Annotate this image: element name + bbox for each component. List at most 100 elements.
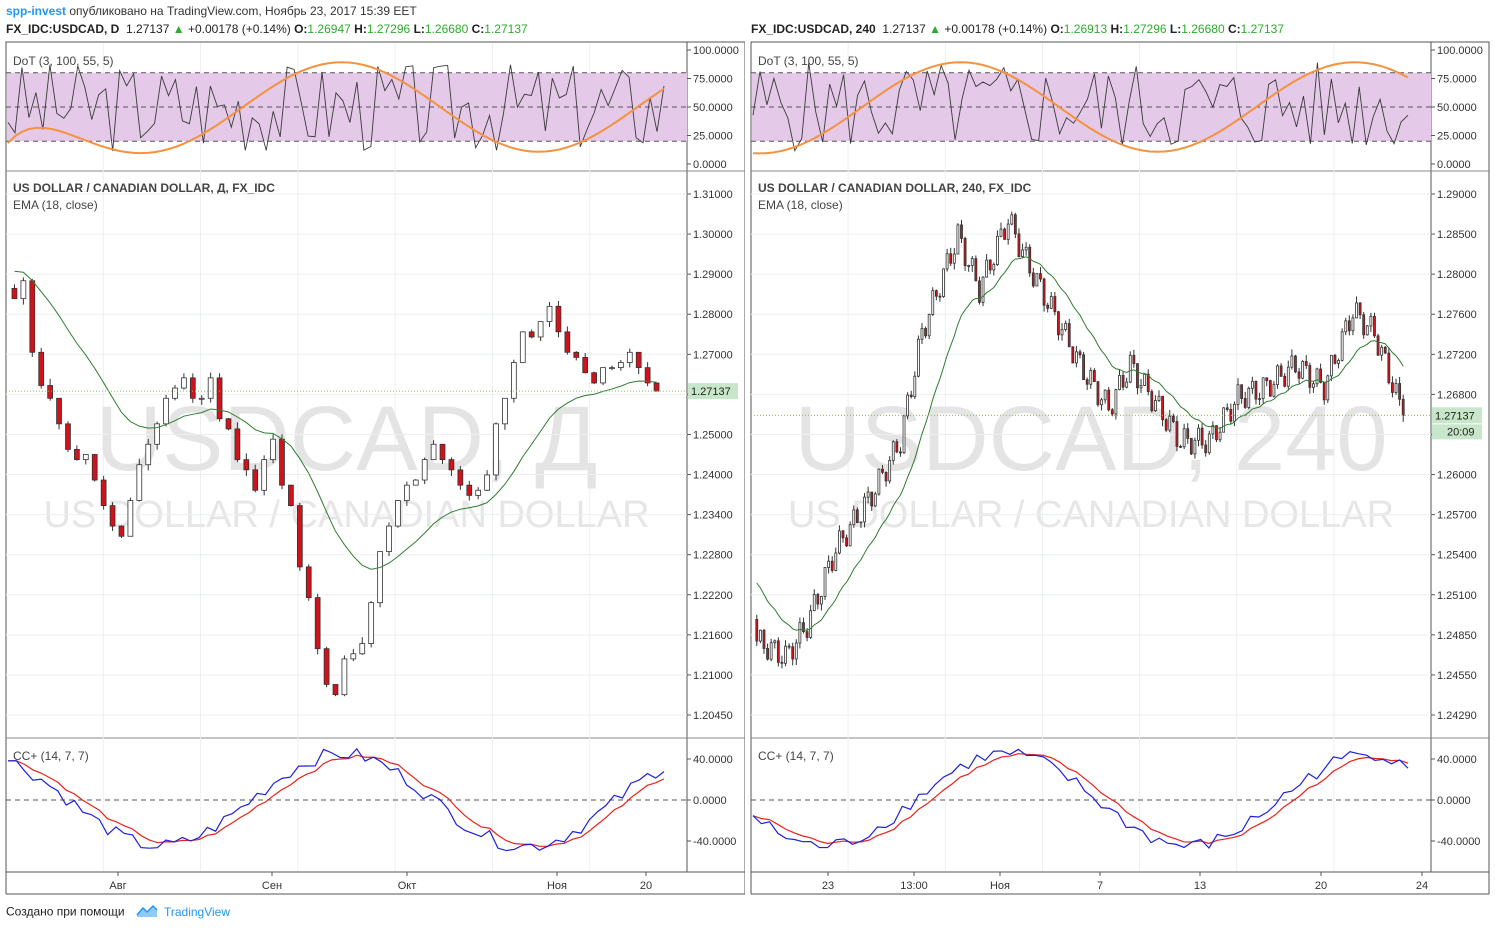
tradingview-logo-icon[interactable] [136, 904, 158, 921]
candle [537, 321, 544, 338]
candle [1233, 403, 1236, 422]
candle [992, 264, 996, 271]
price-tick-label: 1.27200 [1437, 349, 1477, 361]
candle [1128, 354, 1132, 383]
dot-tick-label: 25.0000 [1437, 131, 1477, 143]
candle [1236, 384, 1240, 405]
candle [1067, 323, 1071, 348]
candle [859, 521, 863, 524]
candle [270, 438, 276, 461]
candle [609, 367, 615, 370]
cc-tick-label: -40.0000 [1437, 836, 1480, 848]
candle [1304, 361, 1308, 366]
candle [1215, 425, 1218, 441]
candle [963, 237, 967, 267]
time-tick-label: 13 [1194, 880, 1206, 892]
dot-title: DoT (3, 100, 55, 5) [13, 54, 114, 68]
publish-info: опубликовано на TradingView.com, Ноябрь … [66, 4, 417, 18]
price-tick-label: 1.30000 [693, 229, 733, 241]
candle [1326, 375, 1330, 401]
candle [1139, 385, 1143, 389]
candle [1369, 315, 1373, 327]
up-arrow-icon: ▲ [929, 22, 941, 36]
candle [1179, 445, 1182, 448]
up-arrow-icon: ▲ [172, 22, 185, 36]
candle [1110, 409, 1114, 415]
cc-main-line [7, 747, 665, 852]
cc-tick-label: 40.0000 [693, 754, 733, 766]
candle [1365, 325, 1369, 336]
candle [626, 351, 633, 363]
ema-line [14, 270, 657, 570]
candle [877, 468, 881, 495]
candle [1301, 361, 1305, 379]
candle [863, 496, 866, 523]
candle [1024, 246, 1028, 251]
last-price-label-bg [688, 383, 738, 400]
dot-tick-label: 75.0000 [693, 74, 733, 86]
candle [798, 622, 802, 644]
candle [261, 459, 268, 491]
dot-tick-label: 50.0000 [693, 102, 733, 114]
candle [1337, 359, 1340, 364]
candle [1078, 351, 1082, 356]
price-tick-label: 1.24550 [1437, 670, 1477, 682]
candle [1168, 415, 1172, 431]
chart-border [5, 41, 745, 873]
cc-main-line [752, 748, 1409, 849]
candle [758, 629, 762, 642]
candle [20, 280, 27, 300]
price-tick-label: 1.28500 [1437, 229, 1477, 241]
candle [502, 397, 508, 425]
candle [1103, 389, 1107, 401]
candle [1186, 428, 1190, 439]
candle [1164, 419, 1168, 431]
cc-signal-line [752, 753, 1409, 845]
price-tick-label: 1.25700 [1437, 510, 1477, 522]
candle [1085, 379, 1089, 385]
price-change: +0.00178 (+0.14%) [944, 22, 1048, 36]
watermark-symbol: USDCAD, 240 [794, 388, 1387, 490]
candle [635, 351, 642, 369]
candle [1017, 233, 1021, 257]
candle [82, 454, 89, 461]
watermark-symbol: USDCAD, Д [96, 388, 598, 490]
candle [1329, 355, 1333, 377]
dot-tick-label: 100.0000 [693, 45, 739, 57]
candle [974, 258, 978, 282]
chart-right[interactable]: DoT (3, 100, 55, 5) 100.0000 75.0000 50.000… [0, 0, 1495, 900]
candle [644, 367, 651, 384]
chart-left[interactable]: DoT (3, 100, 55, 5) 100.0000 75.0000 50.000… [0, 0, 745, 900]
candle [1092, 370, 1096, 382]
candle [314, 597, 321, 650]
candle [841, 530, 845, 539]
dot-tick-label: 0.0000 [1437, 159, 1471, 171]
candle [1171, 415, 1175, 423]
candle [927, 314, 931, 337]
candle [1258, 398, 1261, 400]
author-link[interactable]: spp-invest [6, 4, 67, 18]
candle [528, 331, 535, 338]
candle [820, 596, 823, 605]
open-value: 1.26947 [307, 22, 351, 36]
price-tick-label: 1.29000 [693, 269, 733, 281]
tradingview-link[interactable]: TradingView [163, 904, 231, 919]
candle [1373, 315, 1376, 337]
time-tick-label: 7 [1097, 880, 1103, 892]
last-price-label: 1.27137 [1435, 410, 1475, 422]
price-tick-label: 1.25000 [693, 429, 733, 441]
candle [1082, 354, 1085, 381]
candle [934, 290, 938, 297]
price-tick-label: 1.25400 [1437, 550, 1477, 562]
candle [1200, 427, 1204, 446]
candle [956, 224, 960, 255]
candle [1118, 375, 1121, 391]
candle [181, 377, 187, 389]
open-value: 1.26913 [1063, 22, 1108, 36]
symbol-line-right: FX_IDC:USDCAD, 240 1.27137 ▲ +0.00178 (+… [751, 22, 1285, 36]
time-tick-label: 24 [1416, 880, 1428, 892]
candle [888, 459, 892, 482]
dot-fast-line [752, 62, 1409, 152]
candle [1333, 355, 1337, 364]
time-tick-label: 20 [1315, 880, 1327, 892]
